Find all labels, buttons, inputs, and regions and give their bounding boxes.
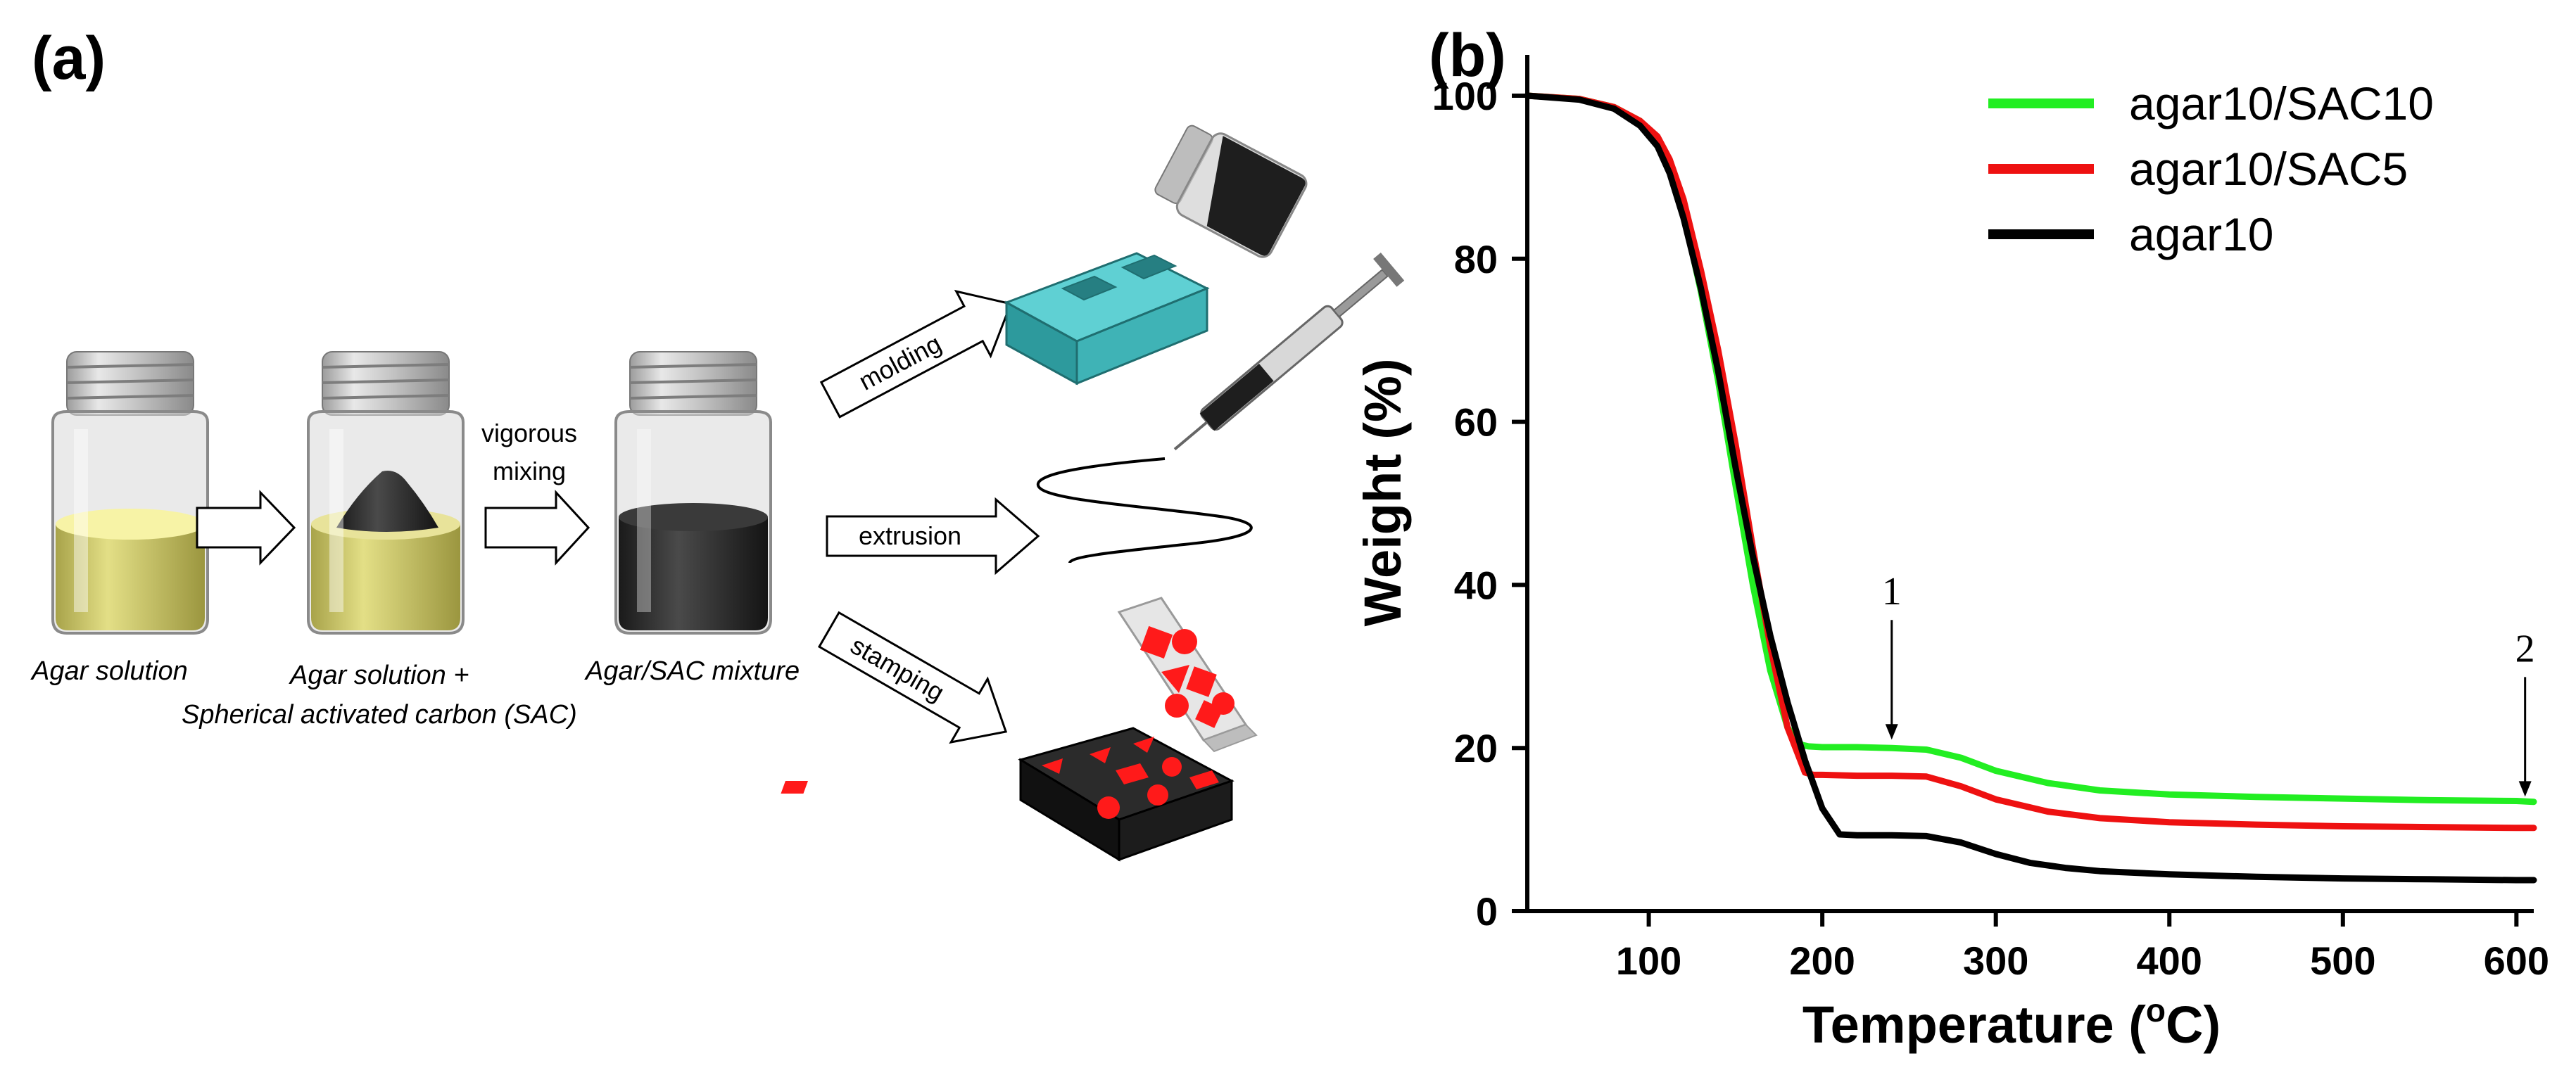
legend-label-agar10-sac10: agar10/SAC10 xyxy=(2129,77,2434,129)
y-tick-label: 80 xyxy=(1454,237,1498,281)
y-axis-title: Weight (%) xyxy=(1353,359,1412,627)
vial-agar-sac xyxy=(307,350,465,635)
process-arrow-2 xyxy=(484,490,591,566)
stamp xyxy=(1117,597,1258,753)
x-tick-label: 400 xyxy=(2137,939,2202,983)
x-tick-label: 500 xyxy=(2310,939,2375,983)
x-tick-label: 600 xyxy=(2484,939,2549,983)
series-layer xyxy=(1524,92,2537,884)
panel-a: (a) Agar solution Agar solution + Spheri… xyxy=(30,25,1405,862)
process-arrow-1 xyxy=(196,490,296,566)
x-tick-label: 300 xyxy=(1963,939,2028,983)
syringe xyxy=(1173,252,1405,451)
mixing-label-line2: mixing xyxy=(493,457,566,485)
caption-agar-solution: Agar solution xyxy=(30,656,188,686)
legend: agar10/SAC10 agar10/SAC5 agar10 xyxy=(1988,77,2434,260)
annotation-1-arrowhead xyxy=(1885,724,1898,740)
annotation-2: 2 xyxy=(2515,627,2535,797)
arrow-extrusion: extrusion xyxy=(826,497,1040,575)
legend-label-agar10: agar10 xyxy=(2129,208,2274,260)
y-tick-label: 20 xyxy=(1454,726,1498,770)
panel-a-label: (a) xyxy=(32,25,106,92)
extruded-filament xyxy=(1036,457,1253,564)
vial-agar-solution xyxy=(51,350,209,635)
panel-b: (b) 100 200 300 400 500 600 0 20 40 60 80 100 Tempe… xyxy=(1353,22,2549,1054)
vial-agar-sac-mixture xyxy=(614,350,772,635)
panel-b-label: (b) xyxy=(1429,22,1506,89)
mold xyxy=(1004,252,1210,386)
mixing-label-line1: vigorous xyxy=(481,419,577,447)
caption-agar-sac-line2: Spherical activated carbon (SAC) xyxy=(182,700,577,730)
pouring-vial xyxy=(1154,125,1308,258)
annotation-2-arrowhead xyxy=(2518,781,2532,797)
x-tick-label: 200 xyxy=(1789,939,1855,983)
annotation-1: 1 xyxy=(1882,570,1902,740)
tga-chart: 100 200 300 400 500 600 0 20 40 60 80 100 xyxy=(1432,55,2550,983)
series-line-agar10 xyxy=(1524,92,2537,884)
method-extrusion-label: extrusion xyxy=(859,521,961,550)
series-line-agar10-sac5 xyxy=(1524,92,2537,832)
y-tick-label: 60 xyxy=(1454,400,1498,445)
tick-label-layer: 100 200 300 400 500 600 0 20 40 60 80 100 xyxy=(1432,74,2550,983)
caption-mixture: Agar/SAC mixture xyxy=(584,656,800,686)
axis-layer xyxy=(1512,55,2534,927)
annotation-2-label: 2 xyxy=(2515,627,2535,670)
arrow-molding: molding xyxy=(819,289,1013,419)
caption-agar-sac-line1: Agar solution + xyxy=(289,661,469,690)
x-axis-title: Temperature (oC) xyxy=(1802,992,2221,1054)
y-tick-label: 100 xyxy=(1432,74,1498,118)
arrow-stamping: stamping xyxy=(817,611,1008,744)
stamped-slab xyxy=(781,727,1235,862)
x-tick-label: 100 xyxy=(1616,939,1681,983)
y-tick-label: 40 xyxy=(1454,563,1498,607)
annotation-1-label: 1 xyxy=(1882,570,1902,613)
y-tick-label: 0 xyxy=(1476,889,1498,934)
legend-label-agar10-sac5: agar10/SAC5 xyxy=(2129,143,2408,195)
